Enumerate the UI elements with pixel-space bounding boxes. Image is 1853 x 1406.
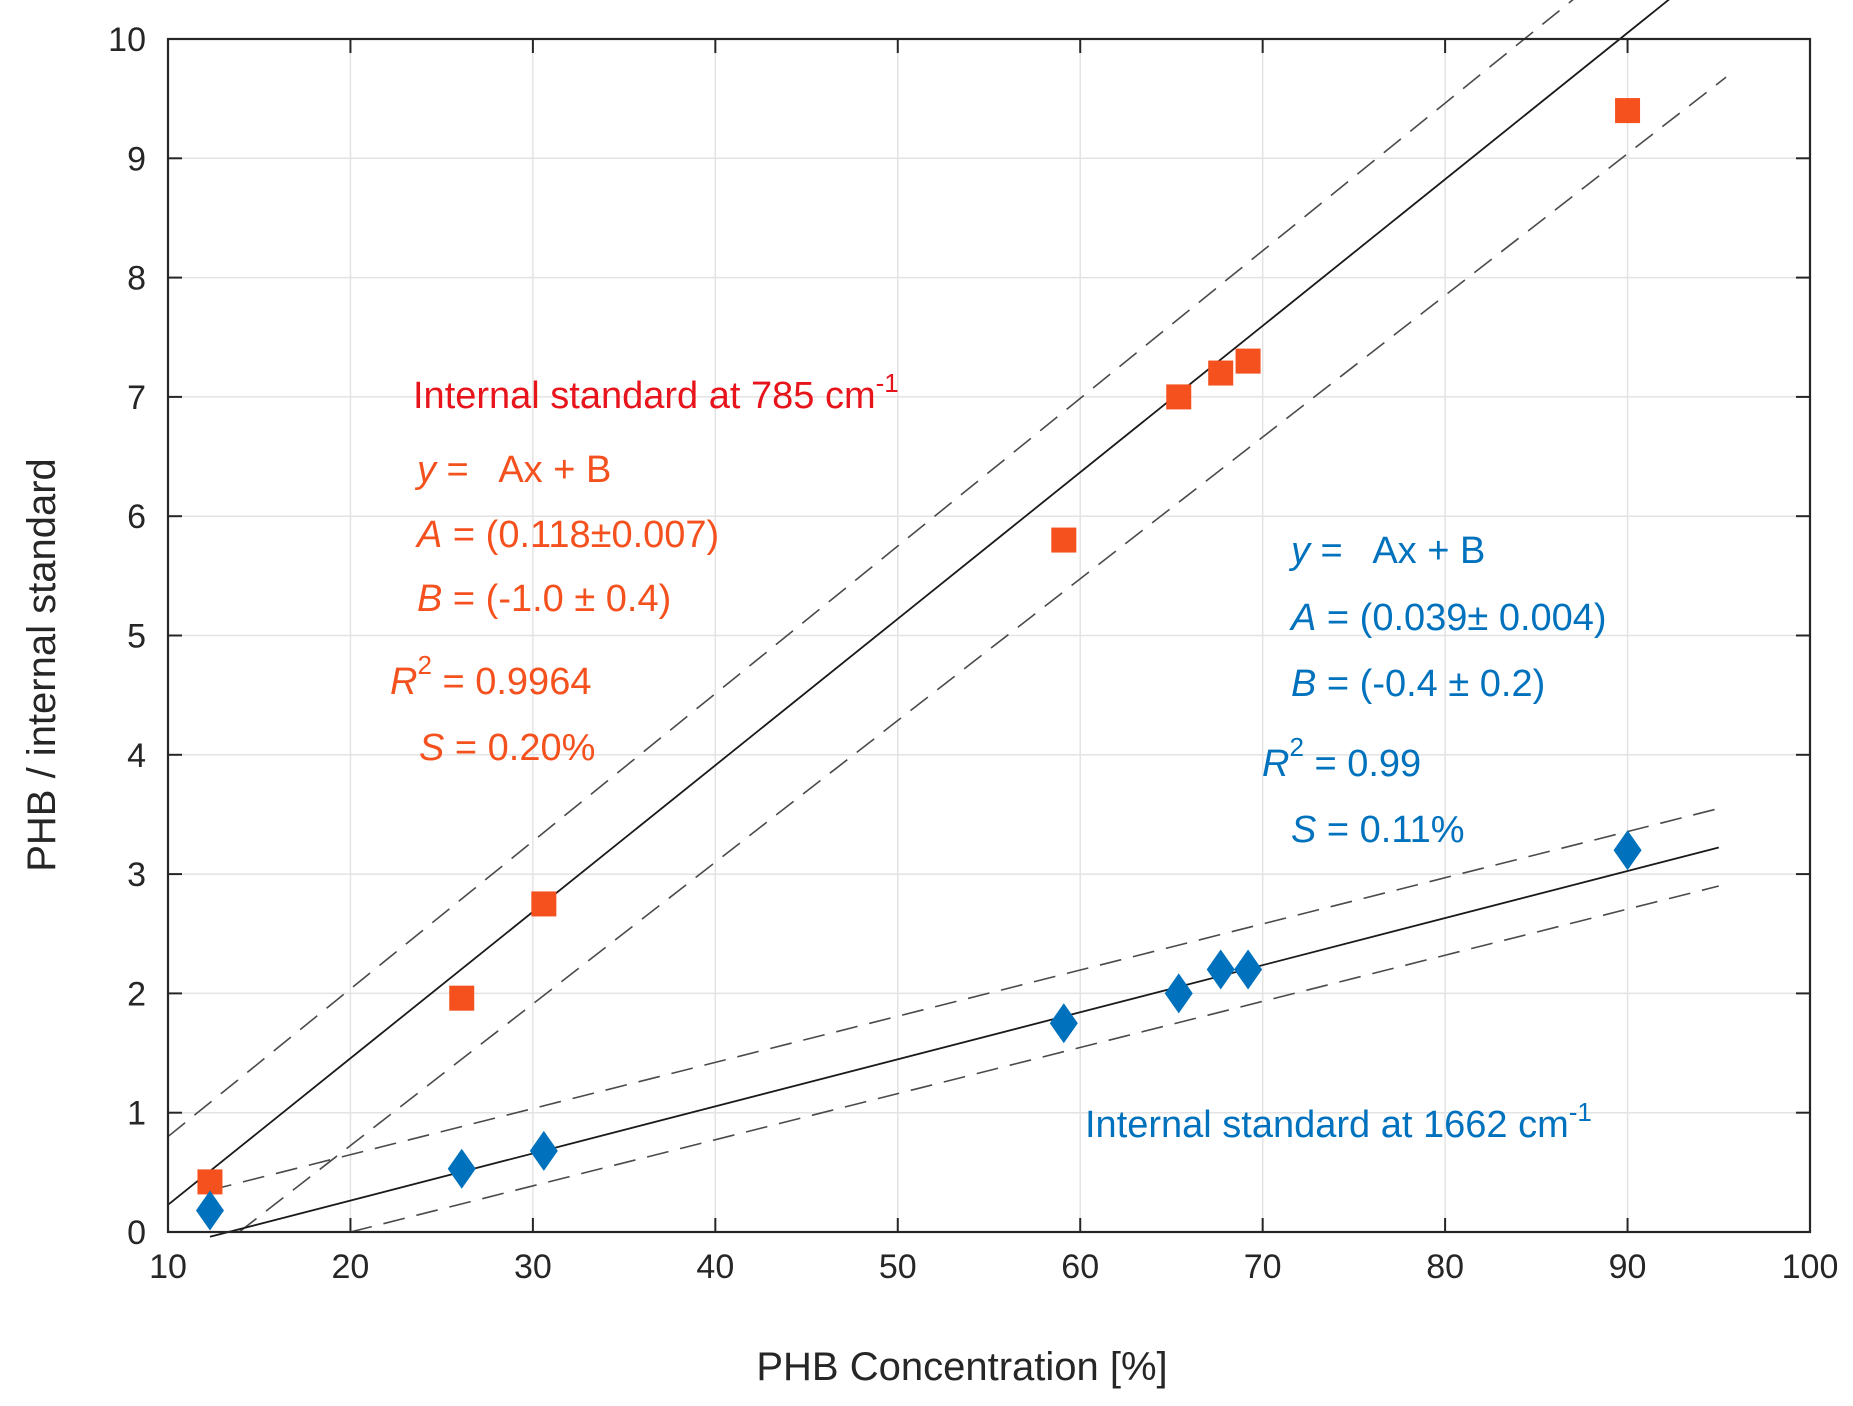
blue-title-text: Internal standard at 1662 cm bbox=[1085, 1104, 1569, 1146]
orange-square-marker bbox=[197, 1169, 223, 1195]
blue-diamond-marker bbox=[1234, 949, 1263, 990]
x-tick-label: 50 bbox=[879, 1248, 917, 1286]
blue-diamond-marker bbox=[195, 1190, 224, 1231]
x-tick-label: 100 bbox=[1782, 1248, 1839, 1286]
blue-r-val: = 0.99 bbox=[1304, 743, 1421, 785]
y-tick-label: 5 bbox=[127, 618, 146, 656]
orange-s-line: S = 0.20% bbox=[419, 727, 595, 769]
tick-labels: 10 20 30 40 50 60 70 80 90 100 0 1 2 3 4 5 6 7 8 9 10 bbox=[108, 21, 1838, 1286]
blue-b-val: = (-0.4 ± 0.2) bbox=[1316, 663, 1545, 705]
blue-diamond-marker bbox=[447, 1148, 476, 1189]
orange-eq-y: y bbox=[414, 449, 438, 491]
blue-r-sup: 2 bbox=[1289, 732, 1303, 762]
orange-b-val: = (-1.0 ± 0.4) bbox=[442, 578, 671, 620]
blue-s-line: S = 0.11% bbox=[1291, 809, 1465, 851]
orange-square-marker bbox=[449, 985, 475, 1011]
blue-b-line: B = (-0.4 ± 0.2) bbox=[1291, 663, 1545, 705]
orange-a-sym: A bbox=[415, 514, 442, 556]
x-tick-label: 70 bbox=[1244, 1248, 1282, 1286]
y-tick-label: 9 bbox=[127, 140, 146, 178]
orange-r-sym: R bbox=[390, 661, 417, 703]
orange-title-text: Internal standard at 785 cm bbox=[413, 375, 876, 417]
x-tick-label: 60 bbox=[1061, 1248, 1099, 1286]
orange-band-upper-line bbox=[167, 0, 1574, 1138]
blue-a-sym: A bbox=[1289, 597, 1316, 639]
x-tick-label: 40 bbox=[696, 1248, 734, 1286]
orange-square-marker bbox=[1235, 348, 1261, 374]
orange-s-val: = 0.20% bbox=[444, 727, 595, 769]
x-tick-label: 90 bbox=[1609, 1248, 1647, 1286]
y-tick-label: 6 bbox=[127, 498, 146, 536]
blue-fit-annotation: y = Ax + B A = (0.039± 0.004) B = (-0.4 … bbox=[1085, 530, 1607, 1146]
blue-diamond-marker bbox=[529, 1130, 558, 1171]
orange-a-val: = (0.118±0.007) bbox=[442, 514, 719, 556]
orange-band-lower-line bbox=[238, 76, 1727, 1233]
blue-band-upper-line bbox=[209, 807, 1719, 1192]
x-tick-label: 80 bbox=[1426, 1248, 1464, 1286]
orange-b-sym: B bbox=[417, 578, 442, 620]
x-tick-label: 30 bbox=[514, 1248, 552, 1286]
x-tick-label: 20 bbox=[332, 1248, 370, 1286]
blue-diamond-marker bbox=[1049, 1003, 1078, 1044]
y-tick-label: 7 bbox=[127, 379, 146, 417]
blue-title-sup: -1 bbox=[1569, 1097, 1592, 1127]
blue-a-val: = (0.039± 0.004) bbox=[1316, 597, 1606, 639]
blue-band-lower-line bbox=[350, 885, 1719, 1233]
blue-s-sym: S bbox=[1291, 809, 1316, 851]
y-tick-label: 4 bbox=[127, 737, 146, 775]
orange-square-marker bbox=[1051, 527, 1077, 553]
orange-a-line: A = (0.118±0.007) bbox=[415, 514, 719, 556]
orange-square-marker bbox=[531, 891, 557, 917]
blue-diamond-marker bbox=[1613, 830, 1642, 871]
orange-fit-annotation: Internal standard at 785 cm-1 y = Ax + B… bbox=[390, 368, 899, 769]
y-tick-label: 0 bbox=[127, 1214, 146, 1252]
blue-a-line: A = (0.039± 0.004) bbox=[1289, 597, 1607, 639]
orange-eq-rest: = Ax + B bbox=[436, 449, 611, 491]
orange-b-line: B = (-1.0 ± 0.4) bbox=[417, 578, 671, 620]
y-axis-label: PHB / internal standard bbox=[20, 458, 64, 872]
orange-r2-line: R2 = 0.9964 bbox=[390, 650, 591, 703]
blue-s-val: = 0.11% bbox=[1316, 809, 1464, 851]
confidence-bands bbox=[167, 0, 1727, 1233]
data-markers bbox=[195, 98, 1642, 1231]
axes bbox=[166, 37, 1812, 1234]
y-tick-label: 10 bbox=[108, 21, 146, 59]
y-tick-label: 3 bbox=[127, 856, 146, 894]
y-tick-label: 2 bbox=[127, 975, 146, 1013]
orange-annotation-title: Internal standard at 785 cm-1 bbox=[413, 368, 899, 417]
blue-r2-line: R2 = 0.99 bbox=[1262, 732, 1421, 785]
orange-title-sup: -1 bbox=[876, 368, 899, 398]
orange-square-marker bbox=[1208, 360, 1234, 386]
blue-diamond-marker bbox=[1164, 973, 1193, 1014]
blue-r-sym: R bbox=[1262, 743, 1289, 785]
blue-annotation-title: Internal standard at 1662 cm-1 bbox=[1085, 1097, 1592, 1146]
orange-s-sym: S bbox=[419, 727, 444, 769]
x-tick-label: 10 bbox=[149, 1248, 187, 1286]
orange-square-marker bbox=[1615, 98, 1641, 124]
y-tick-label: 1 bbox=[127, 1095, 146, 1133]
blue-eq-rest: = Ax + B bbox=[1310, 530, 1485, 572]
orange-r-val: = 0.9964 bbox=[432, 661, 592, 703]
x-axis-label: PHB Concentration [%] bbox=[756, 1345, 1167, 1389]
orange-r-sup: 2 bbox=[417, 650, 431, 680]
y-tick-label: 8 bbox=[127, 260, 146, 298]
blue-b-sym: B bbox=[1291, 663, 1316, 705]
blue-eq-y: y bbox=[1288, 530, 1312, 572]
blue-equation: y = Ax + B bbox=[1288, 530, 1485, 572]
orange-square-marker bbox=[1166, 384, 1192, 410]
orange-fit-line bbox=[167, 0, 1670, 1206]
orange-equation: y = Ax + B bbox=[414, 449, 611, 491]
blue-diamond-marker bbox=[1206, 949, 1235, 990]
